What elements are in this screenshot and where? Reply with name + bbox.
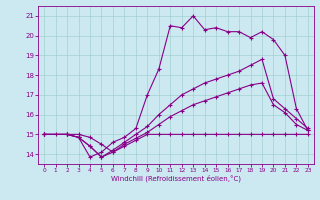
X-axis label: Windchill (Refroidissement éolien,°C): Windchill (Refroidissement éolien,°C) bbox=[111, 175, 241, 182]
